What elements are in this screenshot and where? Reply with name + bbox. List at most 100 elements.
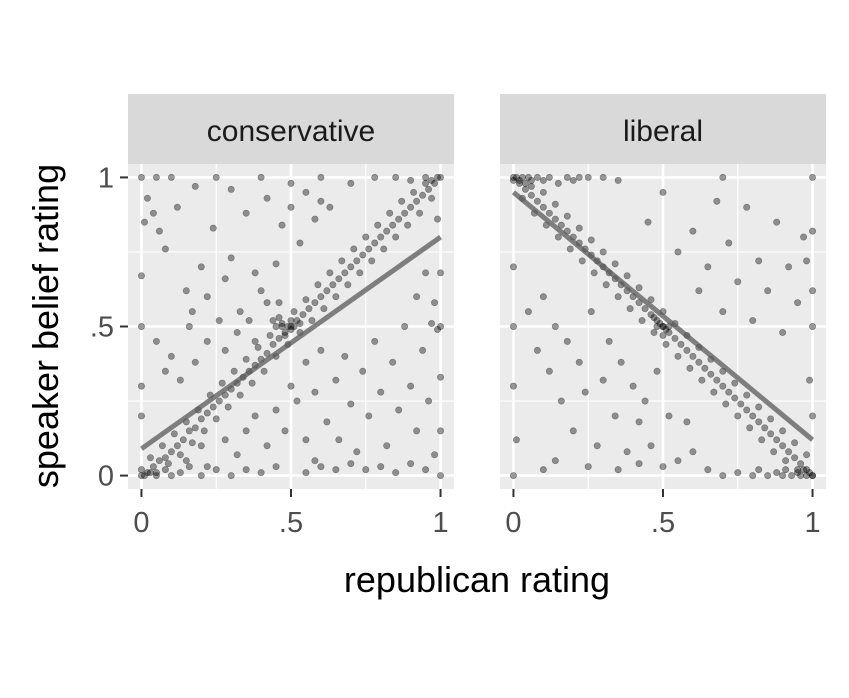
y-tick-label: .5 [90,312,114,344]
scatter-point [431,299,439,307]
scatter-point [794,469,802,477]
scatter-point [341,352,349,360]
scatter-point [797,460,805,468]
scatter-points [509,173,817,480]
scatter-point [758,436,766,444]
scatter-point [287,325,295,333]
scatter-point [191,424,199,432]
scatter-point [437,173,445,181]
scatter-point [257,469,265,477]
scatter-point [371,337,379,345]
grid-lines [500,164,826,489]
scatter-point [317,197,325,205]
scatter-point [617,358,625,366]
scatter-point [803,472,811,480]
scatter-point [683,346,691,354]
scatter-point [698,376,706,384]
scatter-point [611,412,619,420]
scatter-point [416,209,424,217]
scatter-point [185,322,193,330]
scatter-point [167,448,175,456]
scatter-point [176,469,184,477]
scatter-point [203,409,211,417]
scatter-point [734,469,742,477]
scatter-point [806,469,814,477]
scatter-point [392,173,400,181]
scatter-point [800,466,808,474]
scatter-point [599,248,607,256]
scatter-point [299,311,307,319]
scatter-point [656,320,664,328]
scatter-point [677,340,685,348]
scatter-point [683,418,691,426]
scatter-point [242,355,250,363]
scatter-point [434,325,442,333]
scatter-point [563,212,571,220]
scatter-point [302,296,310,304]
scatter-point [263,299,271,307]
scatter-point [425,185,433,193]
scatter-point [389,221,397,229]
scatter-point [278,221,286,229]
scatter-point [422,173,430,181]
scatter-point [623,448,631,456]
scatter-point [269,317,277,325]
scatter-point [143,469,151,477]
scatter-point [509,176,517,184]
scatter-point [302,188,310,196]
scatter-point [719,472,727,480]
scatter-point [431,451,439,459]
scatter-point [323,418,331,426]
scatter-point [377,388,385,396]
scatter-point [380,245,388,253]
scatter-point [395,215,403,223]
scatter-point [242,209,250,217]
scatter-point [227,254,235,262]
scatter-point [809,472,817,480]
scatter-point [167,352,175,360]
scatter-point [773,469,781,477]
scatter-point [392,469,400,477]
scatter-point [791,454,799,462]
scatter-point [260,367,268,375]
scatter-point [539,176,547,184]
scatter-point [734,412,742,420]
scatter-point [362,466,370,474]
scatter-point [176,451,184,459]
scatter-point [413,427,421,435]
scatter-point [182,457,190,465]
scatter-point [137,466,145,474]
scatter-point [311,215,319,223]
scatter-point [155,457,163,465]
scatter-point [347,263,355,271]
scatter-point [611,260,619,268]
scatter-point [749,412,757,420]
scatter-point [518,173,526,181]
scatter-point [767,430,775,438]
scatter-point [581,388,589,396]
scatter-point [392,233,400,241]
scatter-point [413,293,421,301]
scatter-point [272,463,280,471]
scatter-point [149,463,157,471]
scatter-point [359,251,367,259]
scatter-point [551,200,559,208]
scatter-point [251,412,259,420]
scatter-point [254,343,262,351]
scatter-point [521,185,529,193]
scatter-point [743,406,751,414]
scatter-point [212,415,220,423]
scatter-point [146,454,154,462]
scatter-point [509,472,517,480]
scatter-point [695,358,703,366]
scatter-point [317,346,325,354]
scatter-point [803,466,811,474]
scatter-point [563,173,571,181]
scatter-point [215,397,223,405]
scatter-point [419,191,427,199]
scatter-point [794,299,802,307]
scatter-point [281,328,289,336]
x-axis-title: republican rating [344,559,610,600]
scatter-point [137,272,145,280]
scatter-point [287,179,295,187]
